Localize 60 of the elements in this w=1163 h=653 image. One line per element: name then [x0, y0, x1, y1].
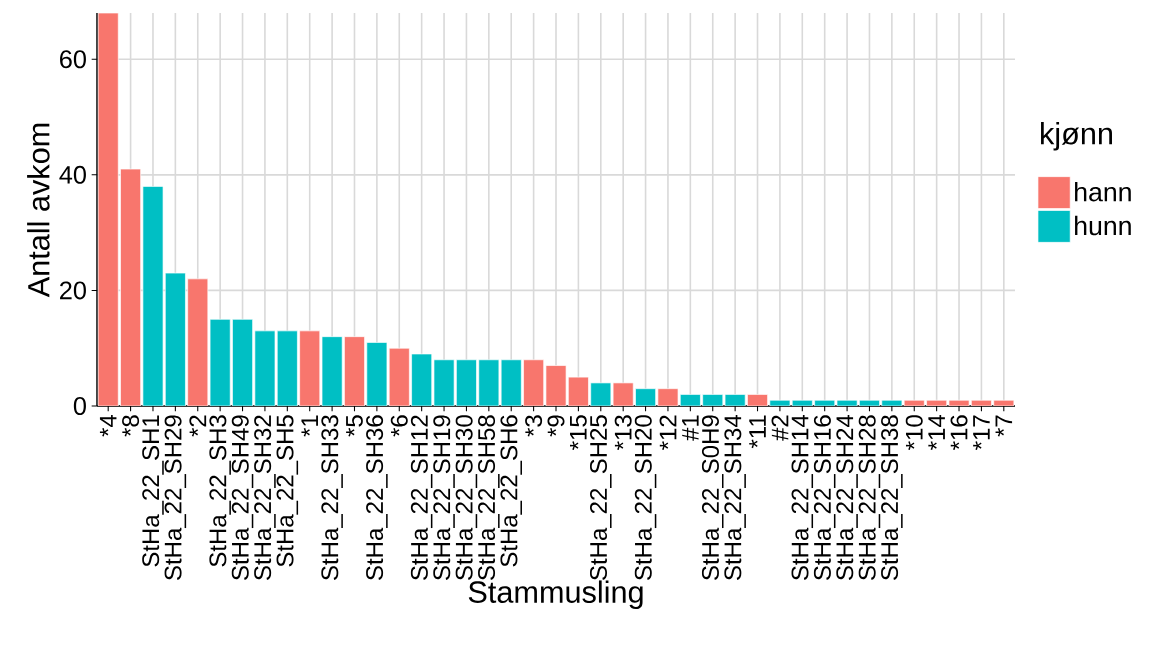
x-tick-label: StHa_22_SH24 — [836, 414, 858, 580]
x-tick-label: StHa_22_SH32 — [254, 415, 276, 580]
x-tick-label: *4 — [99, 414, 117, 437]
x-tick-label: *14 — [928, 414, 945, 450]
x-tick-label: StHa_22_SH6 — [500, 415, 522, 567]
x-tick-label: StHa_22_SH49 — [231, 415, 254, 580]
x-tick-label: StHa_22_SH3 — [209, 415, 231, 567]
bar — [366, 342, 388, 406]
x-tick-label: StHa_22_S0H9 — [701, 415, 724, 580]
x-tick-label: StHa_22_SH38 — [881, 415, 903, 580]
legend-label: hunn — [1075, 215, 1131, 236]
bar — [276, 330, 298, 406]
bar — [411, 353, 433, 406]
x-tick-label: StHa_22_SH14 — [791, 414, 814, 580]
x-tick-label: #2 — [771, 415, 789, 441]
x-tick-label: *12 — [659, 415, 677, 450]
x-tick-label: #1 — [682, 415, 699, 441]
x-tick-label: *17 — [973, 415, 990, 450]
x-tick-label: StHa_22_SH19 — [433, 415, 455, 580]
bar — [456, 359, 477, 406]
bar — [164, 272, 186, 406]
x-tick-label: *2 — [189, 415, 207, 437]
x-tick-label: StHa_22_SH33 — [321, 415, 343, 580]
y-tick-label: 0 — [73, 397, 86, 415]
x-tick-label: *3 — [525, 415, 543, 437]
y-tick-label: 40 — [59, 165, 86, 184]
x-tick-label: *5 — [346, 415, 363, 437]
bar — [209, 318, 231, 406]
x-tick-label: *6 — [390, 415, 408, 437]
x-tick-label: *13 — [614, 415, 632, 450]
x-tick-label: StHa_22_SH28 — [858, 415, 881, 580]
y-tick-label: 60 — [60, 50, 86, 69]
y-axis-title: Antall avkom — [27, 123, 50, 298]
x-tick-label: StHa_22_SH12 — [410, 415, 433, 580]
x-tick-label: StHa_22_SH25 — [590, 415, 612, 580]
x-tick-label: *15 — [570, 415, 587, 450]
bar — [500, 359, 522, 406]
x-tick-label: *1 — [301, 415, 318, 437]
x-tick-label: *9 — [547, 415, 565, 437]
y-tick-label: 20 — [60, 281, 86, 300]
x-tick-label: StHa_22_SH5 — [276, 415, 299, 567]
x-tick-label: StHa_22_SH16 — [813, 415, 836, 580]
x-axis-title: Stammusling — [468, 580, 643, 610]
legend-title: kjønn — [1041, 121, 1112, 151]
x-tick-label: *16 — [950, 415, 968, 450]
x-tick-label: StHa_22_SH20 — [634, 415, 657, 580]
x-tick-label: StHa_22_SH30 — [455, 415, 478, 580]
x-tick-label: *7 — [995, 415, 1013, 437]
x-tick-label: StHa_22_SH1 — [142, 415, 164, 567]
bar — [321, 336, 343, 406]
legend-label: hann — [1075, 181, 1131, 202]
bar — [232, 318, 253, 406]
x-tick-label: StHa_22_SH36 — [366, 415, 388, 580]
x-tick-label: StHa_22_SH58 — [478, 415, 500, 580]
x-tick-label: *8 — [122, 415, 140, 437]
x-tick-label: StHa_22_SH34 — [724, 414, 746, 580]
bar — [478, 359, 500, 406]
x-tick-label: *10 — [905, 415, 923, 450]
x-tick-label: StHa_22_SH29 — [164, 415, 187, 580]
x-tick-label: *11 — [749, 415, 766, 449]
